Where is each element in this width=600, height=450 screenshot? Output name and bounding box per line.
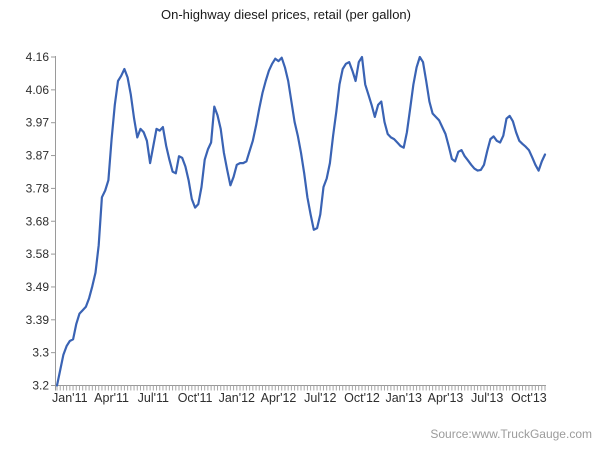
price-line: [55, 55, 547, 387]
y-tick-label: 3.39: [26, 313, 50, 327]
y-tick-label: 4.16: [26, 50, 50, 64]
x-tick-label: Jan'13: [385, 391, 421, 405]
source-credit: Source:www.TruckGauge.com: [430, 427, 592, 441]
x-tick-label: Jul'12: [304, 391, 336, 405]
y-tick-label: 3.68: [26, 214, 50, 228]
x-tick-label: Jan'11: [52, 391, 88, 405]
x-tick-label: Oct'13: [511, 391, 547, 405]
x-tick-label: Oct'11: [178, 391, 213, 405]
y-tick-label: 4.06: [26, 83, 50, 97]
x-axis-week-ticks: [56, 385, 546, 391]
chart-title: On-highway diesel prices, retail (per ga…: [160, 7, 411, 22]
x-tick-label: Jul'13: [471, 391, 503, 405]
x-tick-label: Jul'11: [138, 391, 169, 405]
y-tick-label: 3.87: [26, 149, 50, 163]
y-axis-labels: 4.16 4.06 3.97 3.87 3.78 3.68 3.58 3.49 3.39 3.3 3…: [26, 50, 56, 393]
y-tick-label: 3.97: [26, 116, 50, 130]
x-axis-labels: Jan'11 Apr'11 Jul'11 Oct'11 Jan'12 Apr'12 Jul'…: [52, 391, 547, 405]
x-tick-label: Apr'13: [428, 391, 464, 405]
y-tick-label: 3.58: [26, 247, 50, 261]
x-tick-label: Apr'11: [94, 391, 129, 405]
y-tick-label: 3.49: [26, 280, 50, 294]
y-tick-label: 3.2: [32, 379, 49, 393]
x-tick-label: Jan'12: [219, 391, 255, 405]
y-tick-label: 3.3: [32, 346, 49, 360]
x-tick-label: Apr'12: [261, 391, 297, 405]
x-tick-label: Oct'12: [344, 391, 380, 405]
y-tick-label: 3.78: [26, 181, 50, 195]
